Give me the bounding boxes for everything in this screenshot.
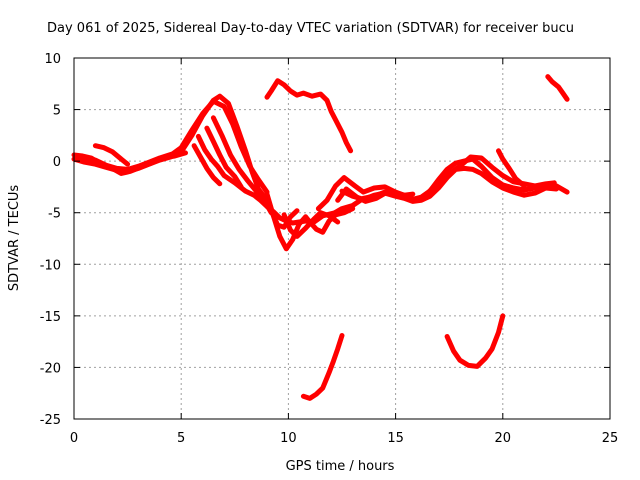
y-tick-label: -25 xyxy=(40,413,61,428)
y-tick-label: -15 xyxy=(40,310,61,325)
series-trace-9 xyxy=(264,191,356,252)
series-trace-4 xyxy=(92,143,131,167)
series-trace-17 xyxy=(496,148,527,189)
x-tick-label: 15 xyxy=(387,431,404,446)
y-tick-label: 10 xyxy=(44,52,61,67)
series-trace-8 xyxy=(204,125,244,190)
x-tick-label: 10 xyxy=(280,431,297,446)
series-trace-3 xyxy=(71,150,188,176)
series-trace-19 xyxy=(545,74,570,102)
series-trace-15 xyxy=(335,186,409,204)
y-tick-label: -5 xyxy=(48,207,61,222)
x-axis-label: GPS time / hours xyxy=(286,459,395,474)
axis-ticks: 0 5 10 15 20 25 -25 -20 -15 -10 -5 0 5 10 xyxy=(40,52,619,446)
x-tick-label: 25 xyxy=(602,431,619,446)
data-series xyxy=(71,74,570,401)
x-tick-label: 0 xyxy=(70,431,78,446)
series-trace-21 xyxy=(444,313,506,369)
plot-frame xyxy=(73,57,611,420)
y-tick-label: -20 xyxy=(40,361,61,376)
x-tick-label: 5 xyxy=(177,431,185,446)
series-trace-7 xyxy=(191,143,223,187)
grid-lines xyxy=(74,58,610,419)
chart-title: Day 061 of 2025, Sidereal Day-to-day VTE… xyxy=(47,21,574,36)
y-tick-label: 5 xyxy=(53,104,61,119)
y-axis-label: SDTVAR / TECUs xyxy=(7,185,22,292)
x-tick-label: 20 xyxy=(495,431,512,446)
series-trace-16 xyxy=(425,154,557,196)
series-trace-10 xyxy=(281,210,341,239)
series-trace-20 xyxy=(300,333,345,401)
y-tick-label: 0 xyxy=(53,155,61,170)
series-trace-11 xyxy=(268,208,300,230)
series-trace-6 xyxy=(210,115,274,216)
series-trace-18 xyxy=(264,78,354,154)
y-tick-label: -10 xyxy=(40,258,61,273)
